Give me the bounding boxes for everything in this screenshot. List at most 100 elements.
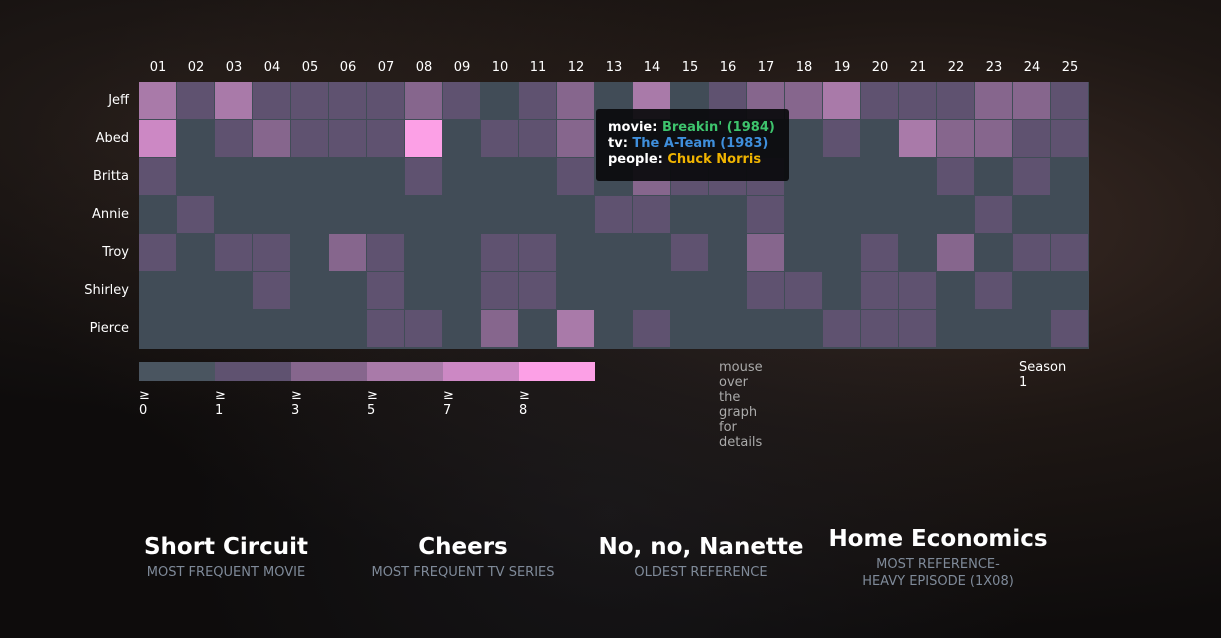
heatmap-cell[interactable] <box>253 82 290 119</box>
heatmap-cell[interactable] <box>785 120 822 157</box>
heatmap-cell[interactable] <box>975 234 1012 271</box>
heatmap-cell[interactable] <box>975 120 1012 157</box>
heatmap-cell[interactable] <box>405 310 442 347</box>
heatmap-cell[interactable] <box>329 272 366 309</box>
heatmap-cell[interactable] <box>1013 310 1050 347</box>
heatmap-cell[interactable] <box>519 272 556 309</box>
heatmap-cell[interactable] <box>443 234 480 271</box>
heatmap-cell[interactable] <box>215 234 252 271</box>
heatmap-cell[interactable] <box>823 82 860 119</box>
heatmap-cell[interactable] <box>405 234 442 271</box>
heatmap-cell[interactable] <box>177 310 214 347</box>
heatmap-cell[interactable] <box>139 196 176 233</box>
heatmap-cell[interactable] <box>1051 158 1088 195</box>
heatmap-cell[interactable] <box>747 196 784 233</box>
heatmap-cell[interactable] <box>367 196 404 233</box>
heatmap-cell[interactable] <box>1013 120 1050 157</box>
heatmap-cell[interactable] <box>291 234 328 271</box>
heatmap-cell[interactable] <box>139 272 176 309</box>
heatmap-cell[interactable] <box>329 196 366 233</box>
heatmap-cell[interactable] <box>785 82 822 119</box>
heatmap-cell[interactable] <box>861 234 898 271</box>
heatmap-cell[interactable] <box>481 310 518 347</box>
heatmap-cell[interactable] <box>823 158 860 195</box>
heatmap-cell[interactable] <box>1013 196 1050 233</box>
heatmap-cell[interactable] <box>595 196 632 233</box>
heatmap-cell[interactable] <box>177 196 214 233</box>
heatmap-cell[interactable] <box>899 310 936 347</box>
heatmap-cell[interactable] <box>1013 234 1050 271</box>
heatmap-cell[interactable] <box>823 120 860 157</box>
heatmap-cell[interactable] <box>975 310 1012 347</box>
heatmap-cell[interactable] <box>785 234 822 271</box>
heatmap-cell[interactable] <box>785 158 822 195</box>
heatmap-cell[interactable] <box>139 82 176 119</box>
heatmap-cell[interactable] <box>329 120 366 157</box>
heatmap-cell[interactable] <box>519 158 556 195</box>
heatmap-cell[interactable] <box>557 310 594 347</box>
heatmap-cell[interactable] <box>709 310 746 347</box>
heatmap-cell[interactable] <box>253 272 290 309</box>
heatmap-cell[interactable] <box>177 234 214 271</box>
heatmap-cell[interactable] <box>443 272 480 309</box>
heatmap-cell[interactable] <box>481 196 518 233</box>
heatmap-cell[interactable] <box>291 310 328 347</box>
heatmap-cell[interactable] <box>861 120 898 157</box>
heatmap-cell[interactable] <box>519 310 556 347</box>
heatmap-cell[interactable] <box>481 272 518 309</box>
heatmap-cell[interactable] <box>823 196 860 233</box>
heatmap-cell[interactable] <box>785 196 822 233</box>
heatmap-cell[interactable] <box>253 196 290 233</box>
heatmap-cell[interactable] <box>975 196 1012 233</box>
heatmap-cell[interactable] <box>329 82 366 119</box>
heatmap-cell[interactable] <box>899 158 936 195</box>
heatmap-cell[interactable] <box>671 310 708 347</box>
heatmap-cell[interactable] <box>899 272 936 309</box>
heatmap-cell[interactable] <box>177 272 214 309</box>
heatmap-cell[interactable] <box>519 234 556 271</box>
heatmap-cell[interactable] <box>1051 82 1088 119</box>
heatmap-cell[interactable] <box>291 272 328 309</box>
heatmap-cell[interactable] <box>595 310 632 347</box>
heatmap-cell[interactable] <box>405 272 442 309</box>
heatmap-cell[interactable] <box>861 310 898 347</box>
heatmap-cell[interactable] <box>823 310 860 347</box>
heatmap-cell[interactable] <box>405 82 442 119</box>
heatmap-cell[interactable] <box>633 310 670 347</box>
heatmap-cell[interactable] <box>557 196 594 233</box>
heatmap-cell[interactable] <box>215 196 252 233</box>
heatmap-cell[interactable] <box>747 272 784 309</box>
heatmap-cell[interactable] <box>785 272 822 309</box>
heatmap-cell[interactable] <box>519 120 556 157</box>
heatmap-cell[interactable] <box>215 82 252 119</box>
heatmap-cell[interactable] <box>671 234 708 271</box>
heatmap-cell[interactable] <box>557 272 594 309</box>
heatmap-cell[interactable] <box>481 82 518 119</box>
heatmap-cell[interactable] <box>823 272 860 309</box>
heatmap-cell[interactable] <box>709 196 746 233</box>
heatmap-cell[interactable] <box>443 310 480 347</box>
heatmap-cell[interactable] <box>177 120 214 157</box>
heatmap-cell[interactable] <box>747 234 784 271</box>
heatmap-cell[interactable] <box>177 158 214 195</box>
heatmap-cell[interactable] <box>671 272 708 309</box>
heatmap-cell[interactable] <box>937 196 974 233</box>
heatmap-cell[interactable] <box>557 158 594 195</box>
heatmap-cell[interactable] <box>481 120 518 157</box>
heatmap-cell[interactable] <box>481 234 518 271</box>
heatmap-cell[interactable] <box>443 196 480 233</box>
heatmap-cell[interactable] <box>861 82 898 119</box>
heatmap-cell[interactable] <box>405 196 442 233</box>
heatmap-cell[interactable] <box>253 310 290 347</box>
heatmap-cell[interactable] <box>367 234 404 271</box>
heatmap-cell[interactable] <box>291 158 328 195</box>
heatmap-cell[interactable] <box>519 196 556 233</box>
heatmap-cell[interactable] <box>747 310 784 347</box>
heatmap-cell[interactable] <box>937 120 974 157</box>
heatmap-cell[interactable] <box>253 120 290 157</box>
heatmap-cell[interactable] <box>405 120 442 157</box>
heatmap-cell[interactable] <box>1051 310 1088 347</box>
heatmap-cell[interactable] <box>139 120 176 157</box>
heatmap-cell[interactable] <box>215 310 252 347</box>
heatmap-cell[interactable] <box>937 234 974 271</box>
